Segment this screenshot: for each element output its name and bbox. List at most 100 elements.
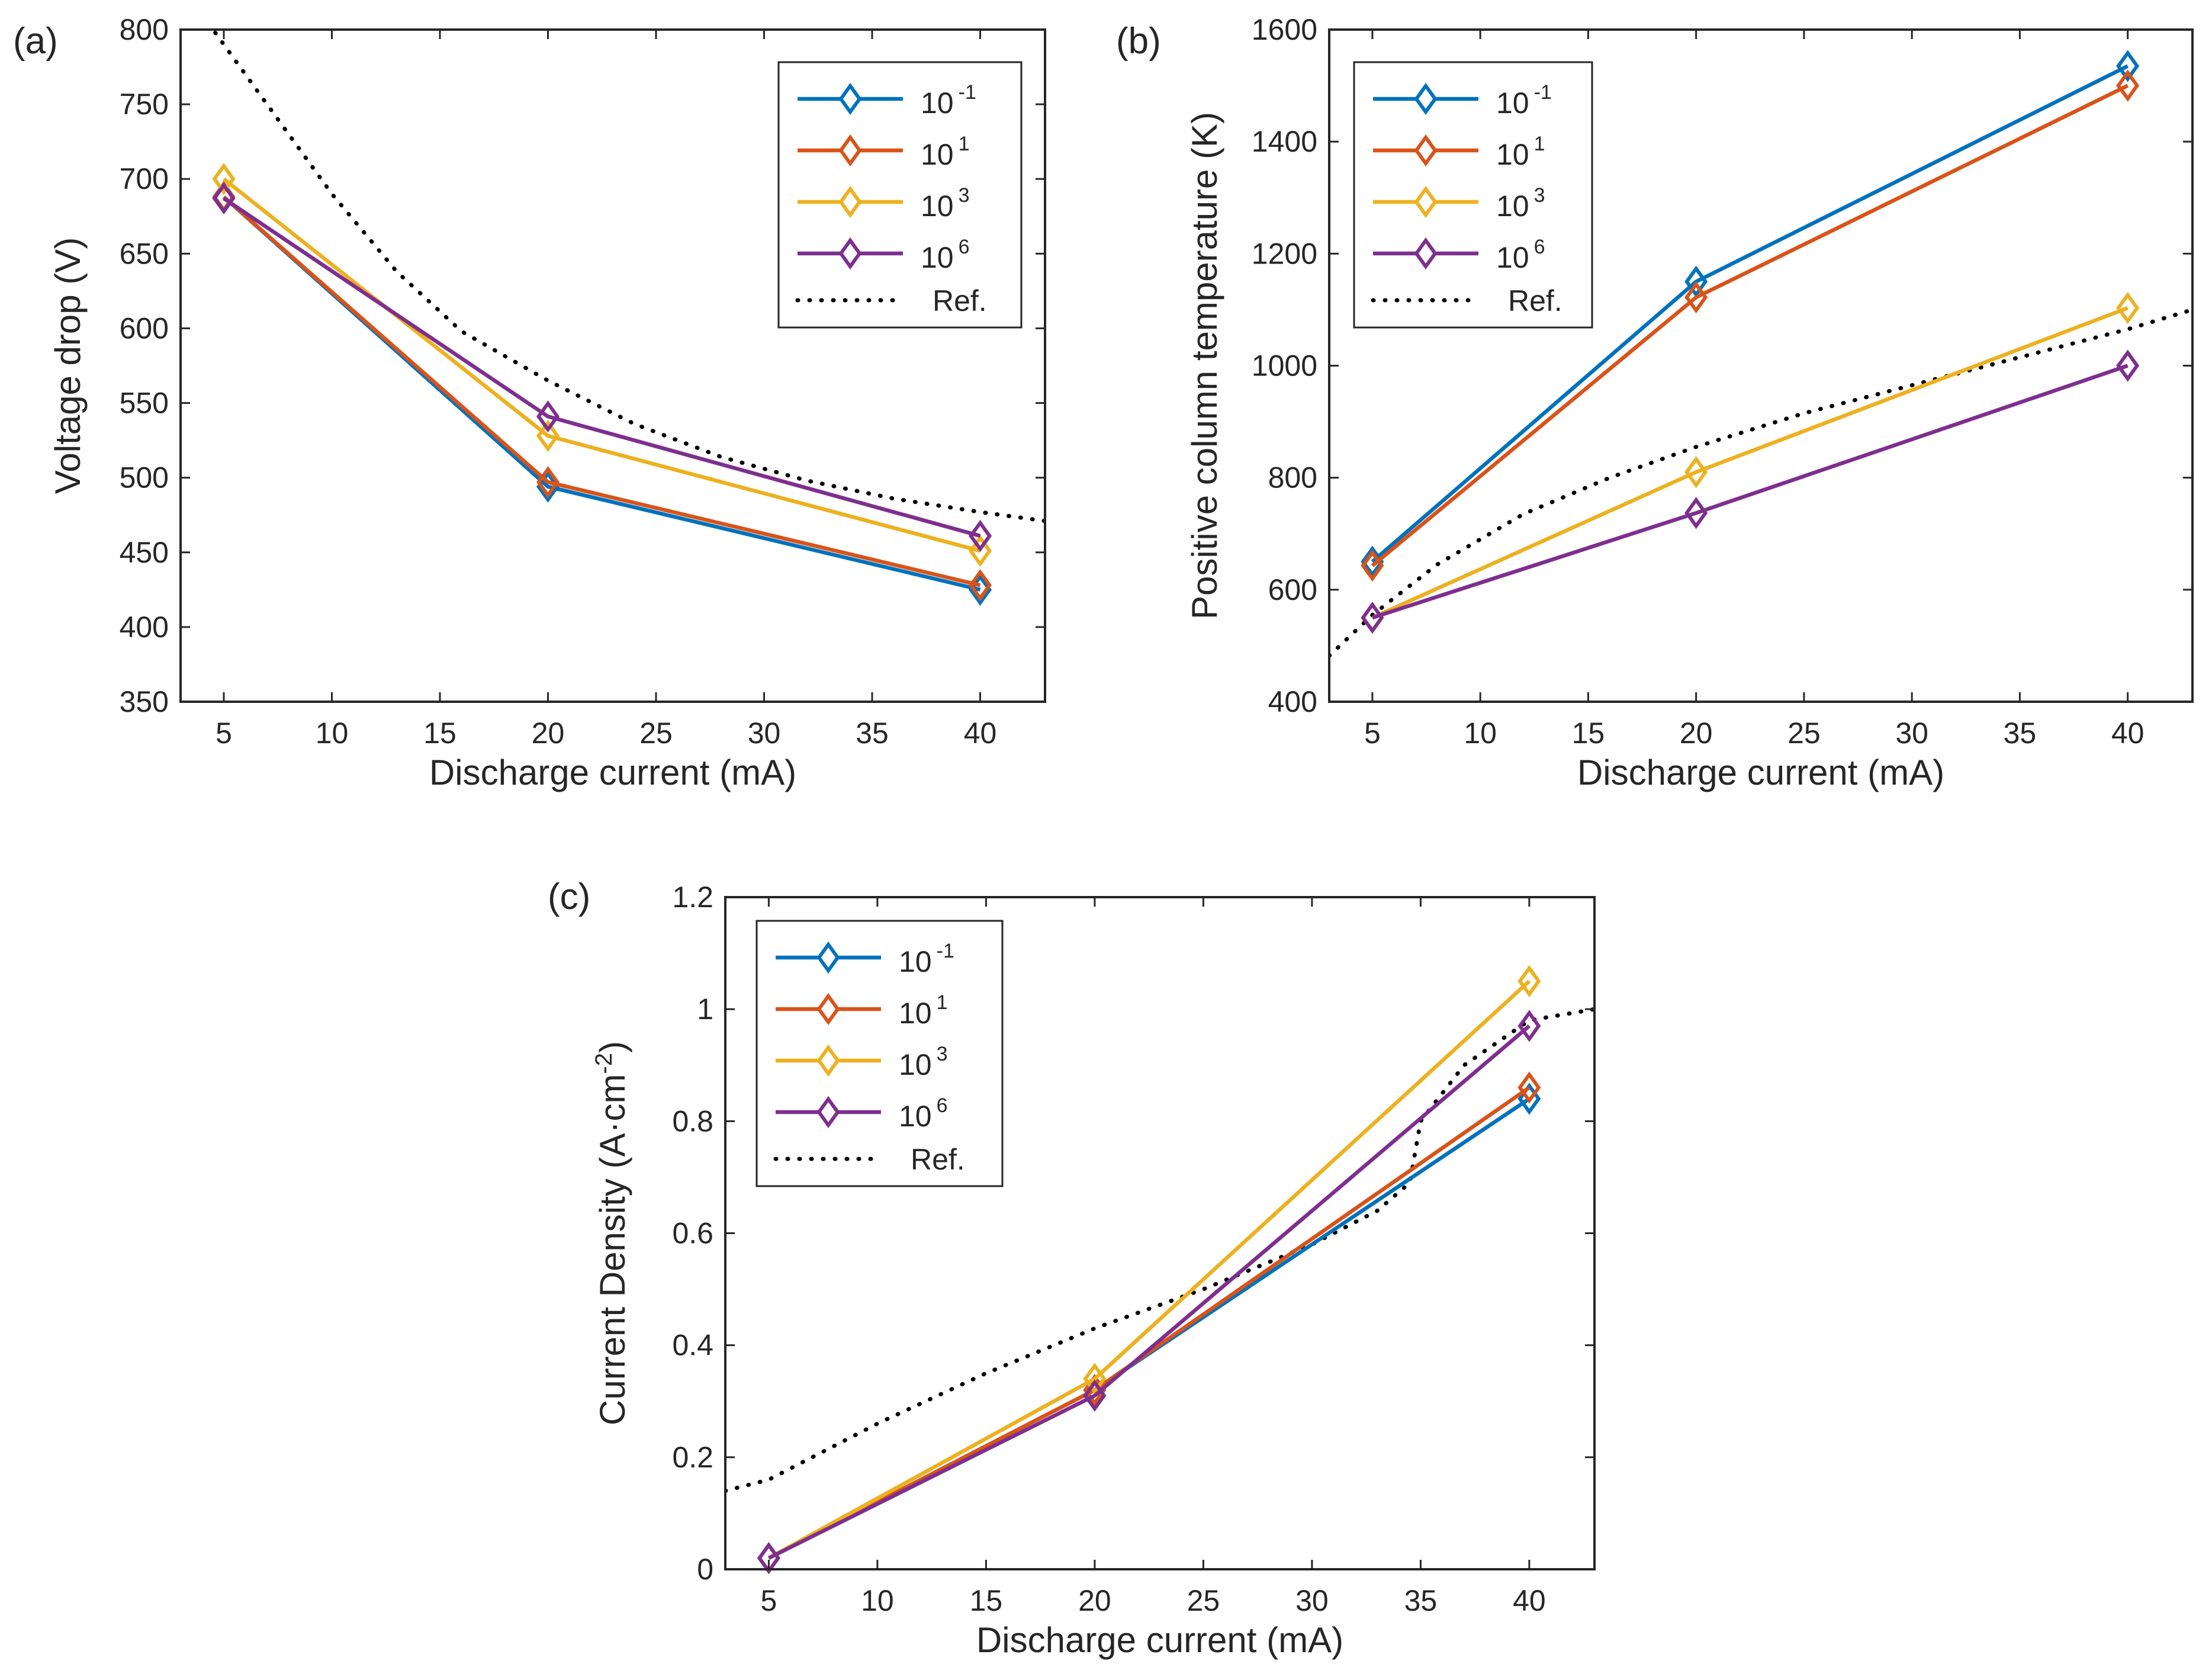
panel-label: (a) bbox=[13, 21, 58, 62]
legend-item-ref: Ref. bbox=[1371, 284, 1562, 317]
data-point bbox=[1517, 1071, 1541, 1104]
x-tick-label: 35 bbox=[856, 717, 889, 750]
x-tick-label: 10 bbox=[316, 717, 349, 750]
y-axis-label: Current Density (A·cm-2) bbox=[591, 1041, 632, 1425]
x-tick-label: 10 bbox=[861, 1584, 894, 1617]
series-line bbox=[1371, 306, 2129, 620]
y-axis-label: Positive column temperature (K) bbox=[1185, 112, 1224, 619]
data-point bbox=[212, 182, 236, 215]
x-tick-label: 30 bbox=[748, 717, 781, 750]
x-tick-label: 40 bbox=[1513, 1584, 1546, 1617]
data-point bbox=[536, 466, 560, 499]
chart-panel-1: 5 10 15 20 25 30 35 40 350 400 450 500 550 600 650 700 7… bbox=[13, 13, 1046, 792]
legend-marker bbox=[816, 992, 840, 1026]
x-tick-label: 40 bbox=[2111, 717, 2145, 750]
data-point bbox=[1361, 545, 1384, 578]
y-tick-label: 600 bbox=[120, 311, 169, 345]
data-point bbox=[968, 569, 992, 602]
y-tick-label: 650 bbox=[120, 237, 169, 270]
y-tick-label: 450 bbox=[120, 536, 169, 569]
x-tick-label: 25 bbox=[1787, 717, 1821, 750]
series-4 bbox=[757, 1010, 1541, 1575]
data-point bbox=[2116, 291, 2140, 325]
y-tick-label: 800 bbox=[1268, 461, 1317, 494]
series-4 bbox=[212, 182, 992, 552]
legend-label: 10 6 bbox=[1496, 236, 1545, 274]
legend-box bbox=[1353, 61, 1593, 329]
series-line bbox=[1371, 83, 2129, 567]
legend-item-ref: Ref. bbox=[773, 1143, 965, 1176]
legend-marker bbox=[1414, 134, 1438, 167]
series-line bbox=[767, 1024, 1531, 1560]
legend-marker bbox=[1414, 237, 1438, 270]
x-tick-label: 20 bbox=[1680, 717, 1713, 750]
y-tick-label: 400 bbox=[120, 611, 169, 644]
legend-marker bbox=[1414, 82, 1438, 115]
y-tick-label: 600 bbox=[1268, 573, 1317, 606]
reference-curve bbox=[210, 30, 1045, 523]
legend-label: Ref. bbox=[911, 1143, 965, 1176]
chart-panel-2: 5 10 15 20 25 30 35 40 400 600 800 1000 1200 1400 1600… bbox=[1116, 13, 2194, 792]
legend-item: 10 -1 bbox=[1373, 81, 1552, 120]
y-tick-label: 1000 bbox=[1252, 349, 1317, 383]
y-tick-label: 1 bbox=[697, 992, 713, 1026]
legend-label: Ref. bbox=[933, 284, 987, 317]
y-tick-label: 500 bbox=[120, 461, 169, 494]
legend-item: 10 -1 bbox=[798, 81, 976, 120]
chart-panel-3: 5 10 15 20 25 30 35 40 0 0.2 0.4 0.6 0.8 1 1.2 Discharg… bbox=[548, 876, 1596, 1660]
x-tick-label: 35 bbox=[1404, 1584, 1438, 1617]
legend-item: 10 6 bbox=[1373, 236, 1545, 274]
x-tick-label: 35 bbox=[2004, 717, 2037, 750]
data-point bbox=[536, 419, 560, 452]
data-point bbox=[968, 535, 992, 567]
data-point bbox=[536, 400, 560, 433]
x-axis-label: Discharge current (mA) bbox=[429, 753, 796, 792]
data-point bbox=[2116, 69, 2140, 102]
data-point bbox=[2116, 349, 2140, 382]
data-point bbox=[1517, 965, 1541, 998]
series-line bbox=[767, 979, 1531, 1560]
y-tick-label: 400 bbox=[1268, 685, 1317, 718]
x-tick-label: 20 bbox=[1078, 1584, 1111, 1617]
x-tick-label: 25 bbox=[639, 717, 673, 750]
data-point bbox=[212, 163, 236, 195]
data-point bbox=[1361, 601, 1384, 634]
y-tick-label: 0 bbox=[697, 1553, 713, 1586]
legend-label: Ref. bbox=[1508, 284, 1562, 317]
y-tick-label: 1.2 bbox=[672, 881, 713, 914]
series-line bbox=[222, 177, 981, 553]
y-tick-label: 0.6 bbox=[672, 1217, 713, 1250]
x-tick-label: 5 bbox=[760, 1584, 777, 1617]
y-tick-label: 1400 bbox=[1252, 125, 1317, 158]
y-tick-label: 1200 bbox=[1252, 237, 1317, 270]
legend-marker bbox=[838, 185, 862, 219]
series-4 bbox=[1361, 349, 2140, 634]
x-tick-label: 5 bbox=[216, 717, 232, 750]
y-tick-label: 700 bbox=[120, 162, 169, 195]
data-point bbox=[1684, 265, 1708, 298]
data-point bbox=[1684, 497, 1708, 529]
y-tick-label: 0.2 bbox=[672, 1441, 713, 1474]
legend-box bbox=[755, 920, 1004, 1187]
data-point bbox=[757, 1541, 780, 1575]
legend-item-ref: Ref. bbox=[795, 284, 987, 317]
data-point bbox=[1083, 1379, 1107, 1412]
data-point bbox=[1684, 456, 1708, 489]
y-tick-label: 550 bbox=[120, 387, 169, 420]
x-tick-label: 15 bbox=[423, 717, 456, 750]
reference-curve bbox=[1329, 307, 2192, 658]
series-2 bbox=[1361, 69, 2140, 582]
y-tick-label: 750 bbox=[120, 88, 169, 121]
series-line bbox=[223, 197, 981, 538]
legend-box bbox=[777, 61, 1023, 329]
data-point bbox=[1083, 1363, 1107, 1395]
x-tick-label: 5 bbox=[1364, 717, 1381, 750]
legend-marker bbox=[838, 237, 862, 270]
x-tick-label: 30 bbox=[1295, 1584, 1329, 1617]
legend-marker bbox=[838, 82, 862, 115]
legend-marker bbox=[816, 1044, 840, 1077]
y-tick-label: 0.4 bbox=[672, 1329, 713, 1362]
